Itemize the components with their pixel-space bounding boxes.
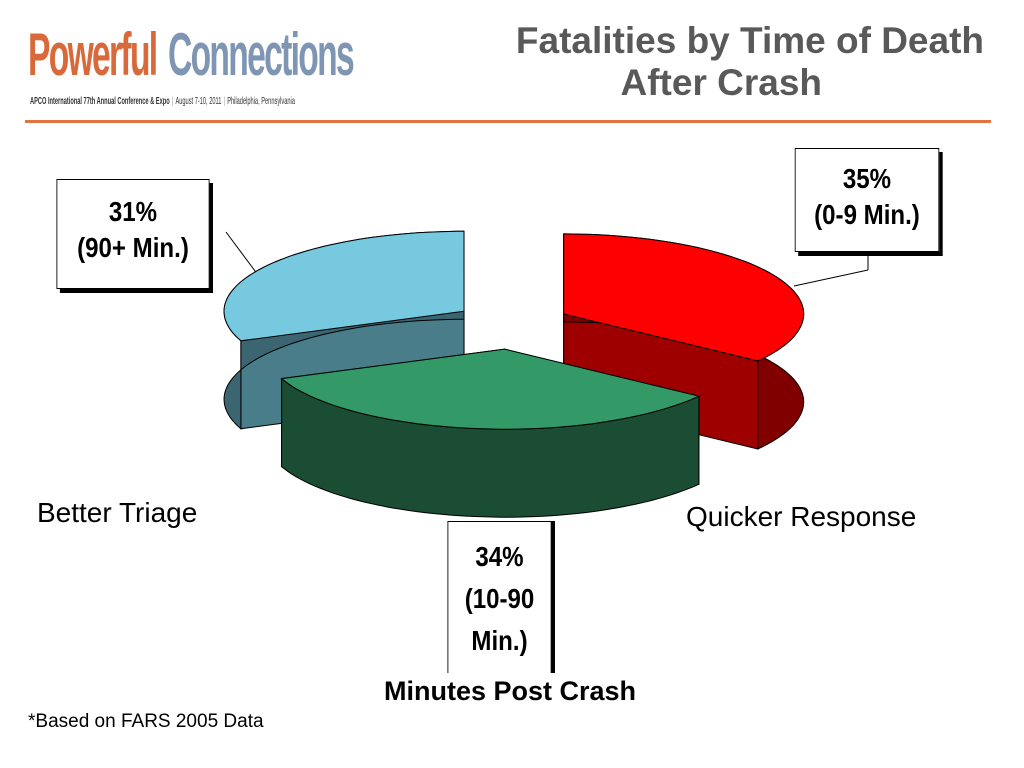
footnote: *Based on FARS 2005 Data xyxy=(28,711,264,732)
logo-tagline-divider: | xyxy=(171,95,174,107)
pie-slice-0-9 xyxy=(563,233,805,450)
logo-tagline-divider: | xyxy=(223,95,226,107)
slide-title-line-1: Fatalities by Time of Death xyxy=(515,20,984,61)
data-label-34: 34% (10-90 Min.) xyxy=(447,521,552,673)
logo-tagline-dates: August 7-10, 2011 xyxy=(175,95,222,107)
data-label-35-range: (0-9 Min.) xyxy=(814,199,920,230)
logo-tagline-event: APCO International 77th Annual Conferenc… xyxy=(30,95,170,107)
slide-title: Fatalities by Time of Death After Crash xyxy=(380,20,984,104)
x-axis-label: Minutes Post Crash xyxy=(383,676,637,706)
data-label-31-value: 31% xyxy=(108,196,158,227)
leader-line-31 xyxy=(225,231,259,276)
logo-tagline-location: Philadelphia, Pennsylvania xyxy=(227,95,295,107)
pie-slices xyxy=(223,230,805,518)
leader-line-35-diagonal xyxy=(793,269,869,287)
data-label-35: 35% (0-9 Min.) xyxy=(794,148,940,252)
header-divider xyxy=(25,120,991,123)
annotation-better-triage: Better Triage xyxy=(37,497,198,528)
pie-slice-10-90-top xyxy=(280,348,701,430)
data-label-34-range-line-2: Min.) xyxy=(471,625,528,656)
conference-logo: Powerful Connections APCO International … xyxy=(28,12,358,112)
data-label-31: 31% (90+ Min.) xyxy=(56,179,210,289)
slide-title-line-2: After Crash xyxy=(620,62,823,103)
pie-slice-10-90 xyxy=(280,348,701,518)
logo-word-powerful: Powerful xyxy=(28,21,158,88)
logo-tagline: APCO International 77th Annual Conferenc… xyxy=(30,95,354,107)
annotation-quicker-response: Quicker Response xyxy=(686,501,917,532)
logo-word-connections: Connections xyxy=(168,21,355,88)
pie-slice-90plus-top xyxy=(223,230,465,342)
data-label-35-value: 35% xyxy=(842,163,892,194)
data-label-34-range-line-1: (10-90 xyxy=(464,583,535,614)
data-label-34-value: 34% xyxy=(475,541,524,572)
data-label-31-range: (90+ Min.) xyxy=(77,232,189,263)
pie-slice-0-9-top xyxy=(563,233,805,362)
